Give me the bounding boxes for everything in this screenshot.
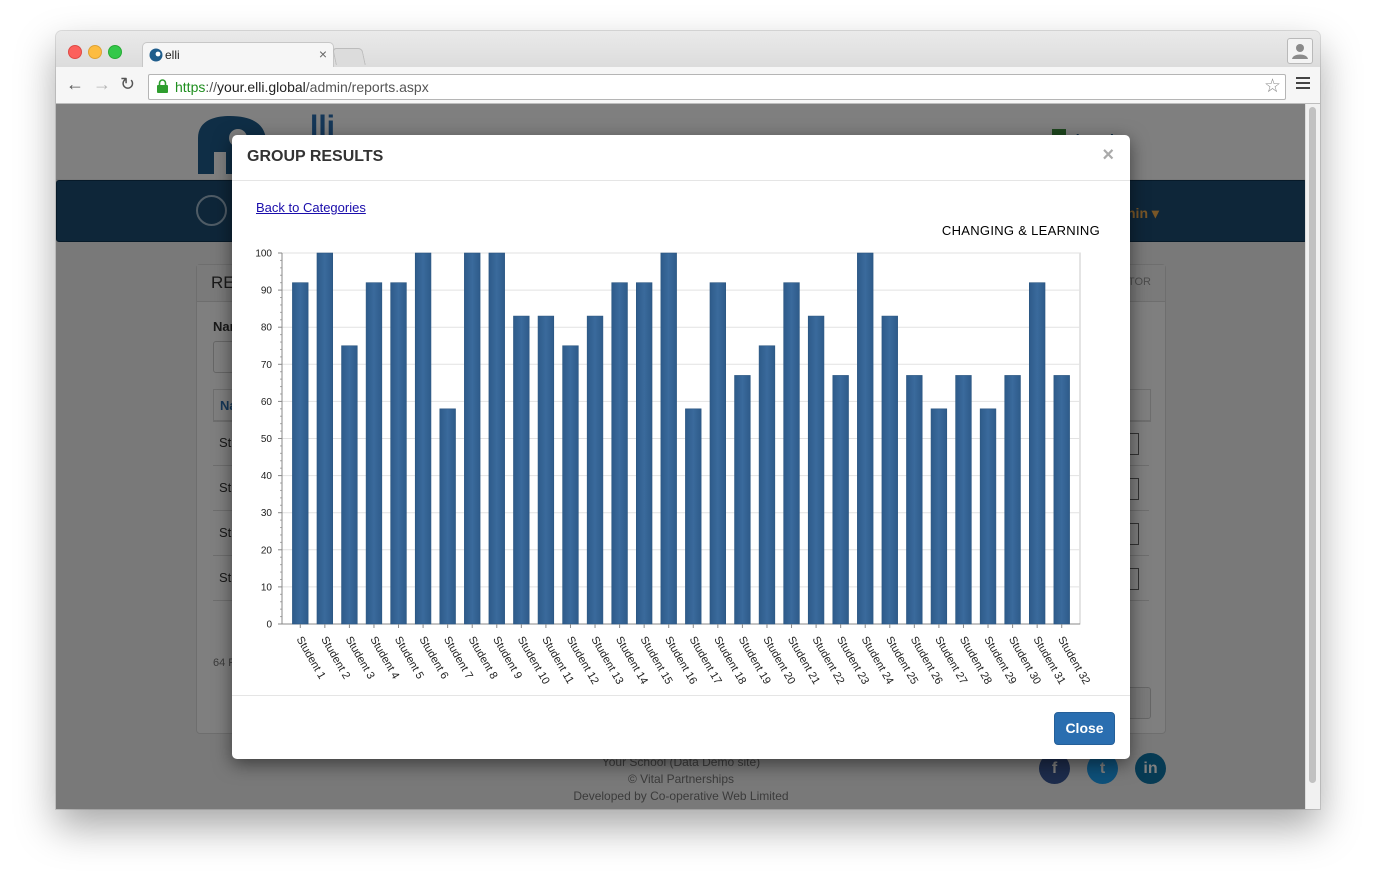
vertical-scrollbar[interactable] — [1305, 104, 1320, 809]
bar — [414, 252, 432, 625]
tab-close-icon[interactable]: × — [318, 46, 327, 62]
chart-title: CHANGING & LEARNING — [941, 223, 1100, 238]
bar — [758, 345, 776, 625]
user-icon — [1292, 44, 1308, 59]
y-tick-label: 50 — [261, 434, 273, 445]
bar — [881, 315, 898, 625]
bar — [586, 315, 604, 625]
close-window-button[interactable] — [68, 45, 82, 59]
close-button[interactable]: Close — [1054, 712, 1115, 745]
url-text[interactable]: https://your.elli.global/admin/reports.a… — [175, 79, 429, 95]
y-tick-label: 70 — [261, 360, 273, 371]
title-bar: elli × — [56, 31, 1320, 69]
scrollbar-thumb[interactable] — [1309, 107, 1316, 783]
y-tick-label: 30 — [261, 508, 273, 519]
modal-header: GROUP RESULTS × — [232, 135, 1130, 181]
y-tick-label: 0 — [266, 620, 272, 631]
elli-favicon-icon — [149, 48, 163, 62]
bar — [537, 315, 555, 625]
bar — [1028, 282, 1046, 625]
profile-button[interactable] — [1287, 38, 1313, 64]
bar — [513, 315, 530, 625]
bar — [734, 375, 751, 625]
bar — [857, 252, 874, 625]
bar — [562, 345, 579, 625]
bar — [685, 408, 702, 625]
bar — [783, 282, 800, 625]
bar — [316, 252, 334, 625]
address-bar[interactable]: https://your.elli.global/admin/reports.a… — [148, 74, 1286, 100]
forward-arrow-icon[interactable]: → — [93, 74, 111, 94]
back-to-categories-link[interactable]: Back to Categories — [256, 200, 366, 215]
bar — [1053, 375, 1070, 625]
bar — [390, 282, 407, 625]
y-tick-label: 80 — [261, 323, 273, 334]
bar — [365, 282, 383, 625]
browser-tab[interactable]: elli × — [142, 42, 334, 69]
group-results-modal: GROUP RESULTS × Back to Categories CHANG… — [232, 135, 1130, 759]
bookmark-star-icon[interactable]: ☆ — [1263, 76, 1281, 97]
bar — [1004, 375, 1021, 625]
bar — [635, 282, 653, 625]
y-tick-label: 60 — [261, 397, 273, 408]
bar — [979, 408, 997, 625]
back-arrow-icon[interactable]: ← — [66, 74, 84, 94]
page-viewport: lli choool nin ▾ RE TOR Nar Na St St St … — [56, 104, 1306, 809]
modal-footer: Close — [232, 695, 1130, 760]
bar — [955, 375, 972, 625]
y-tick-label: 10 — [261, 582, 273, 593]
bar — [832, 375, 849, 625]
y-tick-label: 20 — [261, 545, 273, 556]
bar — [464, 252, 481, 625]
minimize-window-button[interactable] — [88, 45, 102, 59]
bar — [439, 408, 456, 625]
zoom-window-button[interactable] — [108, 45, 122, 59]
y-tick-label: 40 — [261, 471, 273, 482]
bar — [292, 282, 309, 625]
modal-title: GROUP RESULTS — [247, 148, 384, 165]
bar — [709, 282, 727, 625]
new-tab-button[interactable] — [332, 48, 366, 65]
lock-icon — [157, 79, 168, 93]
bar — [611, 282, 628, 625]
modal-close-icon[interactable]: × — [1102, 144, 1114, 166]
bar — [341, 345, 358, 625]
browser-toolbar: ← → ↻ https://your.elli.global/admin/rep… — [56, 67, 1320, 104]
reload-icon[interactable]: ↻ — [120, 74, 136, 94]
bar — [488, 252, 505, 625]
browser-window: elli × ← → ↻ https://your.elli.global/ad… — [56, 31, 1320, 809]
bar — [906, 375, 923, 625]
y-tick-label: 100 — [255, 249, 272, 260]
bar — [807, 315, 825, 625]
bar — [660, 252, 677, 625]
bar — [930, 408, 948, 625]
y-tick-label: 90 — [261, 286, 273, 297]
tab-title: elli — [165, 48, 180, 62]
menu-icon[interactable] — [1296, 77, 1310, 92]
